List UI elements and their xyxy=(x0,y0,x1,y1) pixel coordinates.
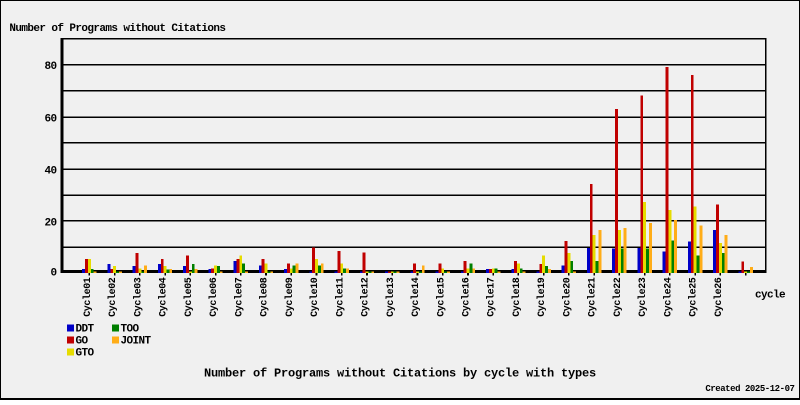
svg-text:0: 0 xyxy=(50,268,56,280)
svg-text:Cycle04: Cycle04 xyxy=(158,277,170,317)
svg-text:Cycle22: Cycle22 xyxy=(612,277,624,317)
svg-text:Cycle12: Cycle12 xyxy=(360,277,372,317)
svg-text:Cycle21: Cycle21 xyxy=(587,277,599,317)
svg-text:Cycle09: Cycle09 xyxy=(284,277,296,317)
svg-text:Cycle14: Cycle14 xyxy=(410,277,422,317)
svg-text:Cycle03: Cycle03 xyxy=(132,277,144,317)
svg-text:GTO: GTO xyxy=(76,347,95,359)
svg-text:DDT: DDT xyxy=(76,323,95,335)
svg-text:JOINT: JOINT xyxy=(121,335,152,347)
svg-text:GO: GO xyxy=(76,335,89,347)
svg-text:Cycle11: Cycle11 xyxy=(334,277,346,317)
svg-text:TOO: TOO xyxy=(121,323,140,335)
svg-text:Number of Programs without Cit: Number of Programs without Citations by … xyxy=(204,366,596,380)
svg-text:Cycle25: Cycle25 xyxy=(688,277,700,317)
svg-text:Cycle13: Cycle13 xyxy=(385,277,397,317)
svg-text:Number of Programs without Cit: Number of Programs without Citations xyxy=(9,23,225,35)
svg-text:Cycle01: Cycle01 xyxy=(82,277,94,317)
svg-text:40: 40 xyxy=(44,165,56,177)
svg-text:Cycle24: Cycle24 xyxy=(662,277,674,317)
svg-text:Cycle15: Cycle15 xyxy=(435,277,447,317)
svg-text:Cycle02: Cycle02 xyxy=(107,277,119,317)
svg-text:Cycle16: Cycle16 xyxy=(461,277,473,317)
svg-text:Cycle18: Cycle18 xyxy=(511,277,523,317)
svg-text:Cycle26: Cycle26 xyxy=(713,277,725,317)
svg-text:Cycle06: Cycle06 xyxy=(208,277,220,317)
svg-text:Cycle07: Cycle07 xyxy=(233,277,245,317)
svg-text:80: 80 xyxy=(44,61,56,73)
svg-text:Cycle23: Cycle23 xyxy=(637,277,649,317)
svg-text:Cycle19: Cycle19 xyxy=(536,277,548,317)
svg-text:Cycle10: Cycle10 xyxy=(309,277,321,317)
svg-text:Created 2025-12-07: Created 2025-12-07 xyxy=(705,384,794,394)
svg-text:Cycle08: Cycle08 xyxy=(259,277,271,317)
svg-text:Cycle05: Cycle05 xyxy=(183,277,195,317)
svg-text:Cycle17: Cycle17 xyxy=(486,277,498,317)
svg-text:cycle: cycle xyxy=(755,290,786,302)
svg-text:Cycle20: Cycle20 xyxy=(561,277,573,317)
svg-text:20: 20 xyxy=(44,217,56,229)
svg-text:60: 60 xyxy=(44,114,56,126)
